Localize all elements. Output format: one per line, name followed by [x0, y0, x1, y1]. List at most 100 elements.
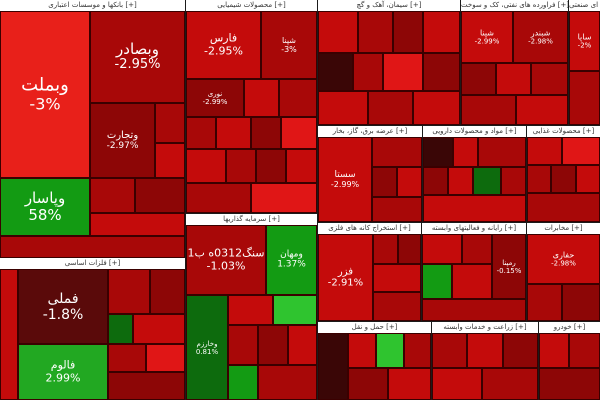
tile[interactable] — [288, 325, 317, 365]
tile[interactable] — [398, 234, 421, 264]
tile-fameli[interactable]: فملی -1.8% — [18, 269, 108, 344]
tile[interactable] — [244, 79, 279, 117]
tile[interactable] — [155, 143, 185, 178]
tile[interactable] — [281, 117, 317, 149]
tile[interactable] — [473, 167, 501, 195]
tile[interactable] — [90, 213, 185, 236]
tile[interactable] — [393, 11, 423, 53]
tile[interactable] — [423, 167, 448, 195]
tile[interactable] — [216, 117, 251, 149]
tile[interactable] — [562, 284, 600, 321]
tile[interactable] — [0, 236, 185, 258]
tile[interactable] — [108, 372, 185, 400]
panel-investments[interactable]: عرضه برق، گاز، بخار [+] سستا -2.99% — [318, 126, 422, 222]
tile[interactable] — [453, 137, 478, 167]
panel-cement[interactable]: سیمان، آهک و گچ [+] — [318, 0, 460, 125]
tile[interactable] — [155, 103, 185, 143]
panel-other[interactable]: خودرو [+] — [539, 322, 600, 400]
tile[interactable] — [539, 333, 569, 368]
tile[interactable] — [368, 91, 413, 125]
tile-shabandar[interactable]: شبندر -2.98% — [513, 11, 568, 63]
tile[interactable] — [186, 117, 216, 149]
tile[interactable] — [348, 368, 388, 400]
tile[interactable] — [376, 333, 404, 368]
tile[interactable] — [228, 325, 258, 365]
tile[interactable] — [383, 53, 423, 91]
tile[interactable] — [146, 344, 185, 372]
panel-food[interactable]: محصولات غذایی [+] — [527, 126, 600, 222]
tile[interactable] — [539, 368, 600, 400]
tile[interactable] — [372, 197, 422, 222]
tile-nouri[interactable]: نوری -2.99% — [186, 79, 244, 117]
tile-jam[interactable]: رمپنا -0.15% — [492, 234, 526, 299]
tile[interactable] — [423, 11, 460, 53]
panel-leasing[interactable]: سرمایه گذاریها [+] سنگ0312ه ب1 -1.03% ومه… — [186, 214, 317, 400]
tile[interactable] — [562, 137, 600, 165]
tile-hafari[interactable]: حفاری -2.98% — [527, 234, 600, 284]
tile[interactable] — [569, 333, 600, 368]
tile[interactable] — [108, 314, 133, 344]
tile[interactable] — [576, 165, 600, 193]
tile-sanigh[interactable]: سنگ0312ه ب1 -1.03% — [186, 225, 266, 295]
panel-telecom[interactable]: مخابرات [+] حفاری -2.98% — [527, 223, 600, 321]
tile-sstehran[interactable]: سستا -2.99% — [318, 137, 372, 222]
tile-sabat[interactable]: ساپا -2% — [569, 11, 600, 71]
tile[interactable] — [482, 368, 538, 400]
tile[interactable] — [413, 91, 460, 125]
tile[interactable] — [462, 234, 492, 264]
tile[interactable] — [388, 368, 431, 400]
tile[interactable] — [452, 264, 492, 299]
panel-mining[interactable]: استخراج کانه های فلزی [+] فزر -2.91% — [318, 223, 421, 321]
tile[interactable] — [150, 269, 185, 314]
tile[interactable] — [318, 91, 368, 125]
panel-multi[interactable]: حمل و نقل [+] — [318, 322, 431, 400]
tile[interactable] — [527, 284, 562, 321]
tile[interactable] — [397, 167, 422, 197]
tile[interactable] — [228, 365, 258, 400]
tile[interactable] — [422, 299, 526, 321]
tile[interactable] — [432, 368, 482, 400]
tile[interactable] — [108, 344, 146, 372]
tile-vkharazm[interactable]: وخارزم 0.81% — [186, 295, 228, 400]
tile[interactable] — [503, 333, 538, 368]
tile[interactable] — [373, 234, 398, 264]
tile[interactable] — [90, 178, 135, 213]
tile[interactable] — [318, 333, 348, 400]
tile-vbsaderat[interactable]: وپاسار 58% — [0, 178, 90, 236]
tile[interactable] — [461, 95, 516, 125]
tile[interactable] — [527, 193, 600, 222]
panel-metals[interactable]: فلزات اساسی [+] فملی -1.8% فالوم 2.99% — [0, 258, 185, 400]
tile[interactable] — [186, 183, 251, 213]
tile-shepna[interactable]: شپنا -3% — [261, 11, 317, 79]
tile-vtejarat[interactable]: وتجارت -2.97% — [90, 103, 155, 178]
tile[interactable] — [251, 117, 281, 149]
tile[interactable] — [251, 183, 317, 213]
tile[interactable] — [353, 53, 383, 91]
tile[interactable] — [372, 137, 422, 167]
tile-shapna[interactable]: شپنا -2.99% — [461, 11, 513, 63]
tile[interactable] — [256, 149, 286, 183]
tile[interactable] — [527, 137, 562, 165]
tile[interactable] — [0, 269, 18, 400]
tile[interactable] — [496, 63, 531, 95]
tile[interactable] — [318, 53, 353, 91]
tile-vsadr[interactable]: وبصادر -2.95% — [90, 11, 185, 103]
panel-refining[interactable]: فراورده های نفتی، کک و سوخت [+] شپنا -2.9… — [461, 0, 568, 125]
tile[interactable] — [422, 234, 462, 264]
tile[interactable] — [228, 295, 273, 325]
tile[interactable] — [273, 295, 317, 325]
tile[interactable] — [422, 264, 452, 299]
tile[interactable] — [432, 333, 467, 368]
panel-utilities[interactable]: رایانه و فعالیتهای وابسته [+] رمپنا -0.15… — [422, 223, 526, 321]
tile[interactable] — [423, 53, 460, 91]
tile-fezar[interactable]: فزر -2.91% — [318, 234, 373, 321]
tile[interactable] — [423, 195, 526, 222]
tile[interactable] — [318, 11, 358, 53]
panel-chemical[interactable]: محصولات شیمیایی [+] فارس -2.95% شپنا -3% ن… — [186, 0, 317, 213]
tile[interactable] — [531, 63, 568, 95]
tile[interactable] — [133, 314, 185, 344]
tile[interactable] — [372, 167, 397, 197]
tile-vbemellat[interactable]: وبملت -3% — [0, 11, 90, 178]
tile-vamaad[interactable]: ومهان 1.37% — [266, 225, 317, 295]
tile[interactable] — [467, 333, 503, 368]
